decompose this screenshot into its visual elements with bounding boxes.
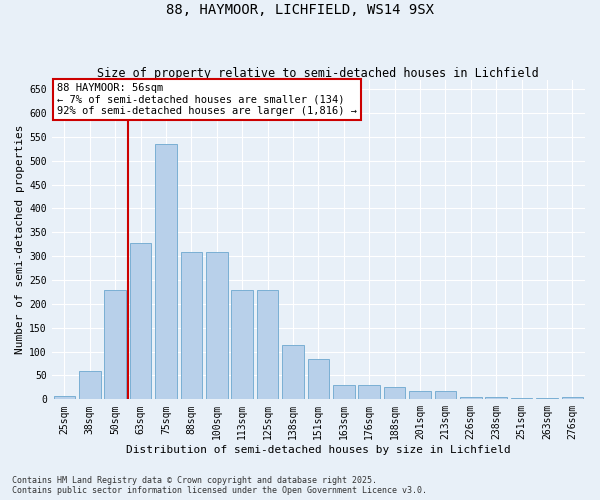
Bar [333,385,355,400]
Bar [79,370,101,400]
Bar [104,290,126,400]
Bar [460,397,482,400]
Text: 88, HAYMOOR, LICHFIELD, WS14 9SX: 88, HAYMOOR, LICHFIELD, WS14 9SX [166,2,434,16]
Text: Contains HM Land Registry data © Crown copyright and database right 2025.
Contai: Contains HM Land Registry data © Crown c… [12,476,427,495]
Bar [155,144,177,400]
X-axis label: Distribution of semi-detached houses by size in Lichfield: Distribution of semi-detached houses by … [126,445,511,455]
Title: Size of property relative to semi-detached houses in Lichfield: Size of property relative to semi-detach… [97,66,539,80]
Bar [206,252,227,400]
Bar [53,396,75,400]
Bar [562,398,583,400]
Bar [232,290,253,400]
Bar [434,390,456,400]
Bar [536,398,557,400]
Y-axis label: Number of semi-detached properties: Number of semi-detached properties [15,124,25,354]
Bar [485,397,507,400]
Bar [130,243,151,400]
Bar [409,390,431,400]
Bar [384,388,406,400]
Text: 88 HAYMOOR: 56sqm
← 7% of semi-detached houses are smaller (134)
92% of semi-det: 88 HAYMOOR: 56sqm ← 7% of semi-detached … [57,82,357,116]
Bar [308,359,329,400]
Bar [257,290,278,400]
Bar [358,385,380,400]
Bar [282,346,304,400]
Bar [181,252,202,400]
Bar [511,398,532,400]
